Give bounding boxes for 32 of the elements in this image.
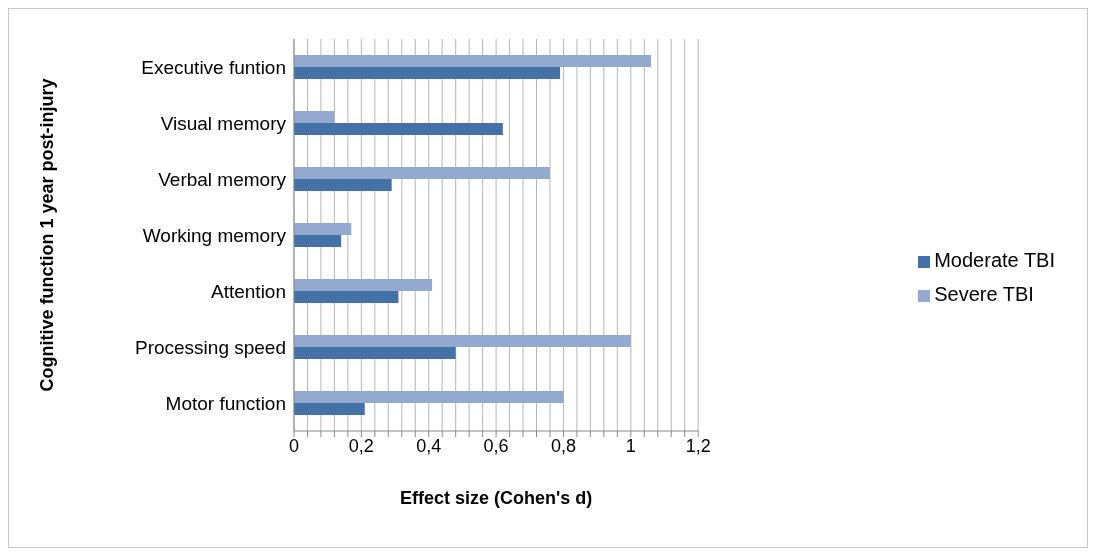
bar	[294, 235, 342, 247]
bar	[294, 223, 352, 235]
bar	[294, 347, 456, 359]
y-tick-label: Executive funtion	[141, 56, 286, 78]
x-tick-label: 0,8	[550, 435, 576, 456]
bar	[294, 55, 652, 67]
y-tick-label: Processing speed	[134, 336, 286, 358]
x-tick-label: 1	[625, 435, 636, 456]
bar	[294, 335, 631, 347]
bar	[294, 179, 392, 191]
legend-label: Severe TBI	[934, 283, 1034, 305]
bar	[294, 279, 433, 291]
y-axis-title: Cognitive function 1 year post-injury	[37, 78, 58, 392]
x-tick-label: 0,2	[348, 435, 374, 456]
bar	[294, 67, 561, 79]
x-axis-title: Effect size (Cohen's d)	[399, 487, 593, 508]
y-tick-label: Visual memory	[160, 112, 287, 134]
y-tick-label: Verbal memory	[158, 168, 287, 190]
bar	[294, 123, 503, 135]
bar	[294, 167, 550, 179]
bar	[294, 403, 365, 415]
x-tick-label: 0,4	[416, 435, 442, 456]
y-tick-label: Attention	[211, 280, 286, 302]
x-tick-label: 0	[288, 435, 300, 456]
bar	[294, 291, 399, 303]
x-tick-label: 0,6	[483, 435, 509, 456]
y-tick-label: Motor function	[165, 392, 286, 414]
y-tick-label: Working memory	[142, 224, 287, 246]
bar	[294, 391, 564, 403]
bar	[294, 111, 335, 123]
legend-label: Moderate TBI	[934, 249, 1055, 271]
x-tick-label: 1,2	[685, 435, 711, 456]
